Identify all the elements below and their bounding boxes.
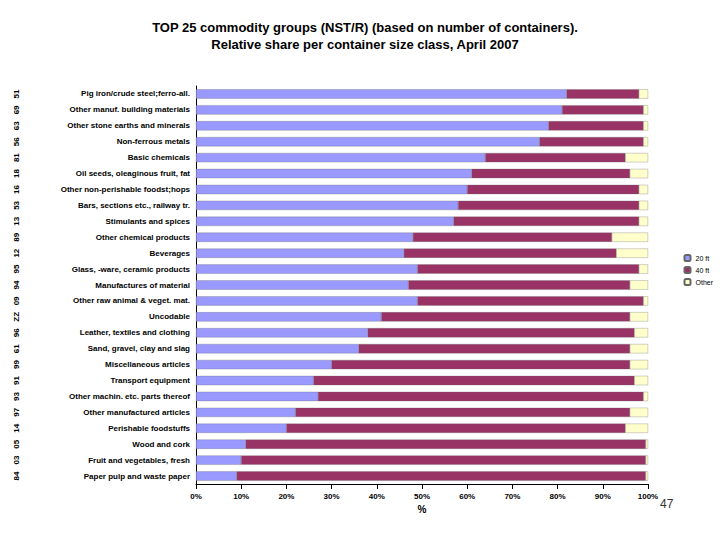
svg-text:Other machin. etc. parts there: Other machin. etc. parts thereof xyxy=(69,392,190,401)
svg-text:50%: 50% xyxy=(414,492,430,501)
svg-text:Paper pulp and waste paper: Paper pulp and waste paper xyxy=(84,472,190,481)
svg-text:Relative share per container s: Relative share per container size class,… xyxy=(211,37,518,52)
svg-text:Sand, gravel, clay and slag: Sand, gravel, clay and slag xyxy=(88,344,190,353)
svg-text:53: 53 xyxy=(12,200,21,209)
svg-text:Miscellaneous articles: Miscellaneous articles xyxy=(105,360,190,369)
svg-text:90%: 90% xyxy=(595,492,611,501)
svg-text:96: 96 xyxy=(12,328,21,337)
svg-text:89: 89 xyxy=(12,232,21,241)
svg-text:Basic chemicals: Basic chemicals xyxy=(128,153,191,162)
svg-text:51: 51 xyxy=(12,89,21,98)
svg-text:20 ft: 20 ft xyxy=(695,255,709,262)
svg-text:81: 81 xyxy=(12,153,21,162)
svg-text:13: 13 xyxy=(12,216,21,225)
svg-text:99: 99 xyxy=(12,360,21,369)
svg-text:40 ft: 40 ft xyxy=(695,267,709,274)
svg-text:95: 95 xyxy=(12,264,21,273)
svg-text:Other manuf. building material: Other manuf. building materials xyxy=(70,105,191,114)
svg-text:40%: 40% xyxy=(369,492,385,501)
svg-text:20%: 20% xyxy=(278,492,294,501)
svg-text:05: 05 xyxy=(12,439,21,448)
svg-text:84: 84 xyxy=(12,471,21,480)
svg-text:Oil seeds, oleaginous fruit, f: Oil seeds, oleaginous fruit, fat xyxy=(76,169,191,178)
svg-text:Fruit and vegetables, fresh: Fruit and vegetables, fresh xyxy=(88,456,190,465)
svg-text:Glass, -ware, ceramic products: Glass, -ware, ceramic products xyxy=(72,265,191,274)
svg-text:12: 12 xyxy=(12,248,21,257)
svg-text:69: 69 xyxy=(12,105,21,114)
svg-text:Beverages: Beverages xyxy=(150,249,191,258)
svg-text:Other raw animal & veget. mat.: Other raw animal & veget. mat. xyxy=(73,296,190,305)
svg-text:Leather, textiles and clothing: Leather, textiles and clothing xyxy=(80,328,190,337)
svg-text:Other non-perishable foodst;ho: Other non-perishable foodst;hops xyxy=(61,185,191,194)
svg-text:09: 09 xyxy=(12,296,21,305)
svg-text:97: 97 xyxy=(12,407,21,416)
svg-text:10%: 10% xyxy=(233,492,249,501)
svg-text:Other chemical products: Other chemical products xyxy=(96,233,191,242)
svg-text:91: 91 xyxy=(12,376,21,385)
svg-text:94: 94 xyxy=(12,280,21,289)
svg-text:93: 93 xyxy=(12,391,21,400)
svg-text:47: 47 xyxy=(660,497,674,511)
svg-text:18: 18 xyxy=(12,169,21,178)
svg-text:14: 14 xyxy=(12,423,21,432)
svg-text:03: 03 xyxy=(12,455,21,464)
svg-text:Stimulants and spices: Stimulants and spices xyxy=(106,217,191,226)
svg-text:Transport equipment: Transport equipment xyxy=(110,376,190,385)
svg-text:TOP 25 commodity groups (NST/R: TOP 25 commodity groups (NST/R) (based o… xyxy=(152,20,578,35)
svg-text:30%: 30% xyxy=(324,492,340,501)
svg-text:Perishable foodstuffs: Perishable foodstuffs xyxy=(108,424,190,433)
svg-text:Other stone earths and mineral: Other stone earths and minerals xyxy=(67,121,190,130)
svg-text:Wood and cork: Wood and cork xyxy=(132,440,190,449)
svg-text:61: 61 xyxy=(12,344,21,353)
svg-text:63: 63 xyxy=(12,121,21,130)
svg-text:56: 56 xyxy=(12,137,21,146)
svg-text:Other manufactured articles: Other manufactured articles xyxy=(83,408,190,417)
svg-text:100%: 100% xyxy=(638,492,658,501)
svg-text:ZZ: ZZ xyxy=(12,312,21,322)
svg-text:0%: 0% xyxy=(190,492,202,501)
svg-text:Pig iron/crude steel;ferro-all: Pig iron/crude steel;ferro-all. xyxy=(81,89,190,98)
svg-text:70%: 70% xyxy=(504,492,520,501)
svg-text:80%: 80% xyxy=(550,492,566,501)
svg-text:16: 16 xyxy=(12,184,21,193)
svg-text:Uncodable: Uncodable xyxy=(149,312,190,321)
svg-text:Bars, sections etc., railway t: Bars, sections etc., railway tr. xyxy=(78,201,190,210)
svg-text:%: % xyxy=(418,504,427,515)
svg-text:Other: Other xyxy=(695,279,713,286)
svg-text:Manufactures of material: Manufactures of material xyxy=(95,281,190,290)
svg-text:Non-ferrous metals: Non-ferrous metals xyxy=(117,137,191,146)
svg-text:60%: 60% xyxy=(459,492,475,501)
